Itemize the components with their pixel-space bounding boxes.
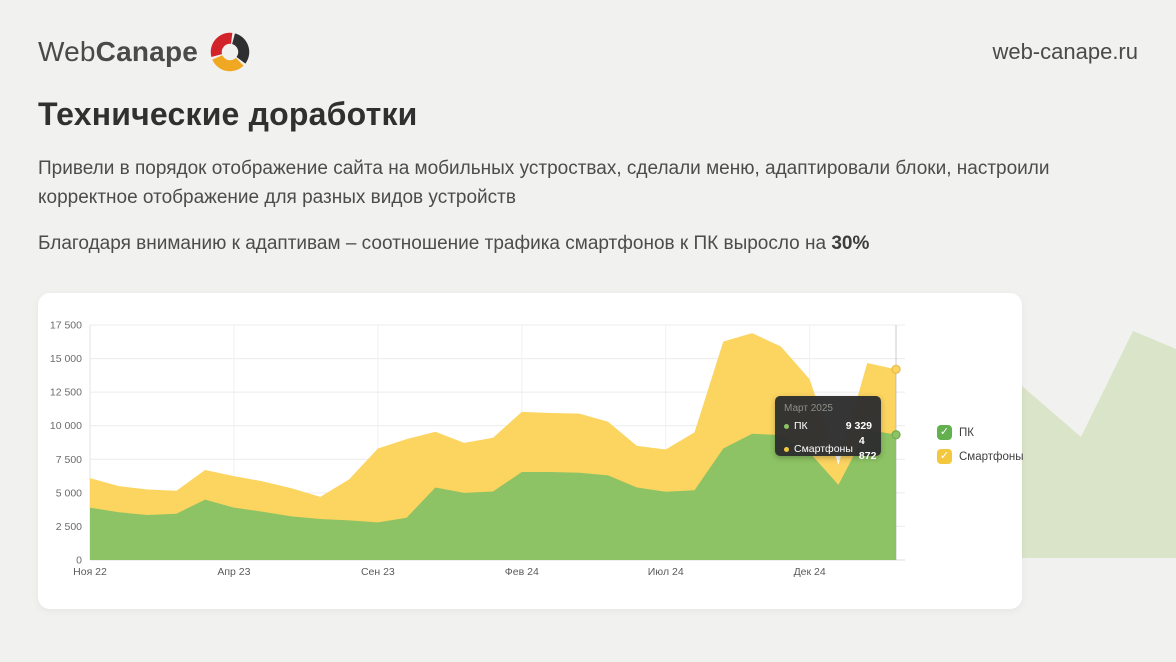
area-pk[interactable] [90, 429, 896, 560]
tooltip-value: 9 329 [845, 420, 872, 432]
tooltip-value: 4 872 [858, 435, 877, 462]
x-axis-label: Сен 23 [361, 566, 395, 578]
marker-dot-pk [891, 430, 901, 440]
webcanape-logo-icon [210, 32, 250, 72]
chart-legend: ✓ ПК ✓ Смартфоны [937, 425, 1024, 464]
tooltip-row-pk: ПК 9 329 [784, 419, 872, 434]
y-axis-label: 2 500 [56, 521, 82, 533]
smartphones-dot-icon [784, 446, 789, 452]
y-axis-label: 10 000 [50, 420, 82, 432]
y-axis-label: 7 500 [56, 454, 82, 466]
legend-label: Смартфоны [959, 450, 1024, 463]
x-axis-label: Апр 23 [217, 566, 250, 578]
y-axis-label: 0 [76, 555, 82, 567]
tooltip-label: Смартфоны [794, 442, 853, 455]
webcanape-logo-text: WebCanape [38, 36, 199, 67]
x-axis-label: Ноя 22 [73, 566, 107, 578]
tooltip-label: ПК [794, 420, 808, 432]
traffic-area-chart[interactable]: 0 2 500 5 000 7 500 10 000 12 500 15 000 17 500… [38, 293, 1022, 593]
result-highlight: 30% [831, 233, 870, 254]
y-axis-label: 12 500 [50, 387, 82, 399]
x-axis-label: Июл 24 [648, 566, 684, 578]
tooltip-row-smartphones: Смартфоны 4 872 [784, 434, 876, 464]
y-axis-label: 17 500 [50, 320, 82, 332]
chart-tooltip: Март 2025 ПК 9 329 Смартфоны 4 872 [775, 396, 881, 462]
description-paragraph: Привели в порядок отображение сайта на м… [38, 158, 1050, 208]
chart-card: 0 2 500 5 000 7 500 10 000 12 500 15 000 17 500… [38, 293, 1024, 609]
marker-dot-smartphones [891, 364, 901, 374]
pk-dot-icon [784, 424, 789, 429]
site-url: web-canape.ru [992, 39, 1138, 64]
tooltip-title: Март 2025 [784, 403, 833, 414]
x-axis-label: Фев 24 [505, 566, 539, 578]
webcanape-logo: WebCanape [38, 30, 252, 74]
result-text: Благодаря вниманию к адаптивам – соотнош… [38, 233, 832, 254]
legend-item-smartphones[interactable]: ✓ Смартфоны [937, 449, 1024, 464]
checkbox-checked-icon[interactable]: ✓ [937, 425, 952, 440]
x-axis-label: Дек 24 [794, 566, 826, 578]
y-axis-label: 15 000 [50, 353, 82, 365]
page-title: Технические доработки [38, 96, 418, 132]
checkbox-checked-icon[interactable]: ✓ [937, 449, 952, 464]
y-axis-label: 5 000 [56, 487, 82, 499]
result-paragraph: Благодаря вниманию к адаптивам – соотнош… [38, 229, 1068, 258]
legend-item-pk[interactable]: ✓ ПК [937, 425, 1024, 440]
legend-label: ПК [959, 426, 974, 439]
